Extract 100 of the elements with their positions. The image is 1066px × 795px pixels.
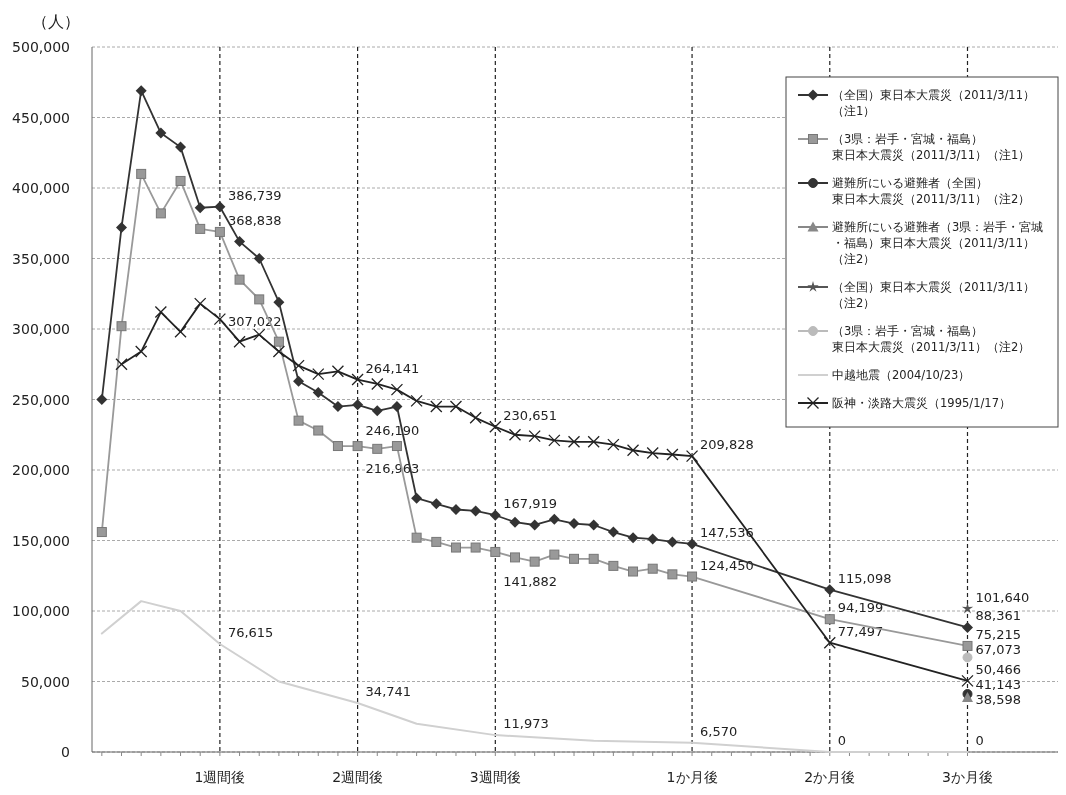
point <box>371 405 383 417</box>
point <box>961 674 974 687</box>
point <box>646 446 659 460</box>
point <box>332 401 344 413</box>
point <box>175 141 187 153</box>
y-tick-label: 200,000 <box>12 462 70 478</box>
point <box>116 221 128 233</box>
point <box>234 236 246 248</box>
annotation: 307,022 <box>227 314 282 330</box>
point <box>962 640 973 651</box>
point <box>685 449 699 463</box>
point <box>331 365 345 378</box>
point <box>213 312 227 326</box>
point <box>587 435 600 448</box>
point <box>431 536 442 547</box>
annotation: 264,141 <box>365 360 420 376</box>
point <box>686 538 698 550</box>
annotation: 67,073 <box>975 641 1021 657</box>
point <box>155 127 167 139</box>
point <box>115 358 128 371</box>
y-tick-label: 450,000 <box>12 109 70 126</box>
point <box>626 444 640 457</box>
point <box>490 546 501 557</box>
annotation: 41,143 <box>975 676 1021 692</box>
point <box>214 226 225 237</box>
point <box>135 345 148 358</box>
point <box>195 223 206 234</box>
point <box>293 375 305 387</box>
point <box>509 552 520 563</box>
point <box>450 542 461 553</box>
point <box>351 373 364 386</box>
point <box>667 569 678 580</box>
legend-label: （全国）東日本大震災（2011/3/11）（注1） <box>832 88 1035 118</box>
point <box>96 527 107 538</box>
point <box>253 328 266 341</box>
point <box>687 571 698 582</box>
y-tick-label: 400,000 <box>12 180 70 196</box>
point <box>352 399 364 411</box>
annotation: 230,651 <box>503 407 558 423</box>
point <box>371 377 384 391</box>
point <box>312 367 325 381</box>
annotation: 34,741 <box>365 684 412 700</box>
point <box>194 297 207 310</box>
point <box>430 498 442 510</box>
point <box>154 305 168 319</box>
point <box>136 168 147 179</box>
legend-label: （3県：岩手・宮城・福島）東日本大震災（2011/3/11）（注1） <box>832 132 1031 162</box>
point <box>273 296 285 308</box>
point <box>569 553 580 564</box>
y-tick-label: 150,000 <box>12 532 70 549</box>
point <box>549 549 560 560</box>
point <box>272 345 286 358</box>
legend-label: （3県：岩手・宮城・福島）東日本大震災（2011/3/11）（注2） <box>832 324 1031 354</box>
annotation: 11,973 <box>503 716 549 732</box>
point <box>411 492 423 504</box>
point <box>254 294 265 305</box>
legend-label: 阪神・淡路大震災（1995/1/17） <box>832 396 1011 410</box>
point <box>607 438 620 451</box>
point <box>508 428 522 441</box>
point <box>588 519 600 531</box>
point <box>135 85 147 97</box>
point <box>489 509 501 521</box>
point <box>489 420 502 433</box>
point <box>410 394 423 408</box>
point <box>116 321 127 332</box>
point <box>292 359 305 372</box>
point <box>509 516 521 528</box>
point <box>194 202 206 214</box>
point <box>647 563 658 574</box>
point <box>627 532 639 544</box>
annotation: 101,640 <box>975 589 1030 605</box>
legend-label: 中越地震（2004/10/23） <box>832 368 971 382</box>
annotation: 94,199 <box>837 600 884 616</box>
annotation: 6,570 <box>700 723 738 739</box>
point <box>174 325 187 338</box>
legend-label: 避難所にいる避難者（全国）東日本大震災（2011/3/11）（注2） <box>832 176 1031 206</box>
point <box>548 434 561 447</box>
annotation: 77,497 <box>837 623 884 639</box>
point <box>390 383 404 396</box>
point <box>607 526 619 538</box>
point <box>175 175 186 186</box>
point <box>529 556 540 567</box>
point <box>608 560 619 571</box>
annotation: 50,466 <box>975 661 1021 677</box>
annotation: 124,450 <box>700 557 754 573</box>
x-tick-label: 3週間後 <box>469 769 521 785</box>
x-tick-label: 1か月後 <box>666 769 718 785</box>
point <box>528 430 541 443</box>
point <box>628 566 639 577</box>
y-tick-label: 250,000 <box>12 391 70 408</box>
point <box>470 542 481 553</box>
point <box>470 505 482 517</box>
point <box>233 335 246 348</box>
y-tick-label: 50,000 <box>21 673 70 690</box>
point <box>411 532 422 543</box>
annotation: 368,838 <box>227 212 282 228</box>
point <box>332 441 343 452</box>
point <box>430 400 443 413</box>
point <box>372 443 383 454</box>
annotation: 88,361 <box>975 608 1021 624</box>
